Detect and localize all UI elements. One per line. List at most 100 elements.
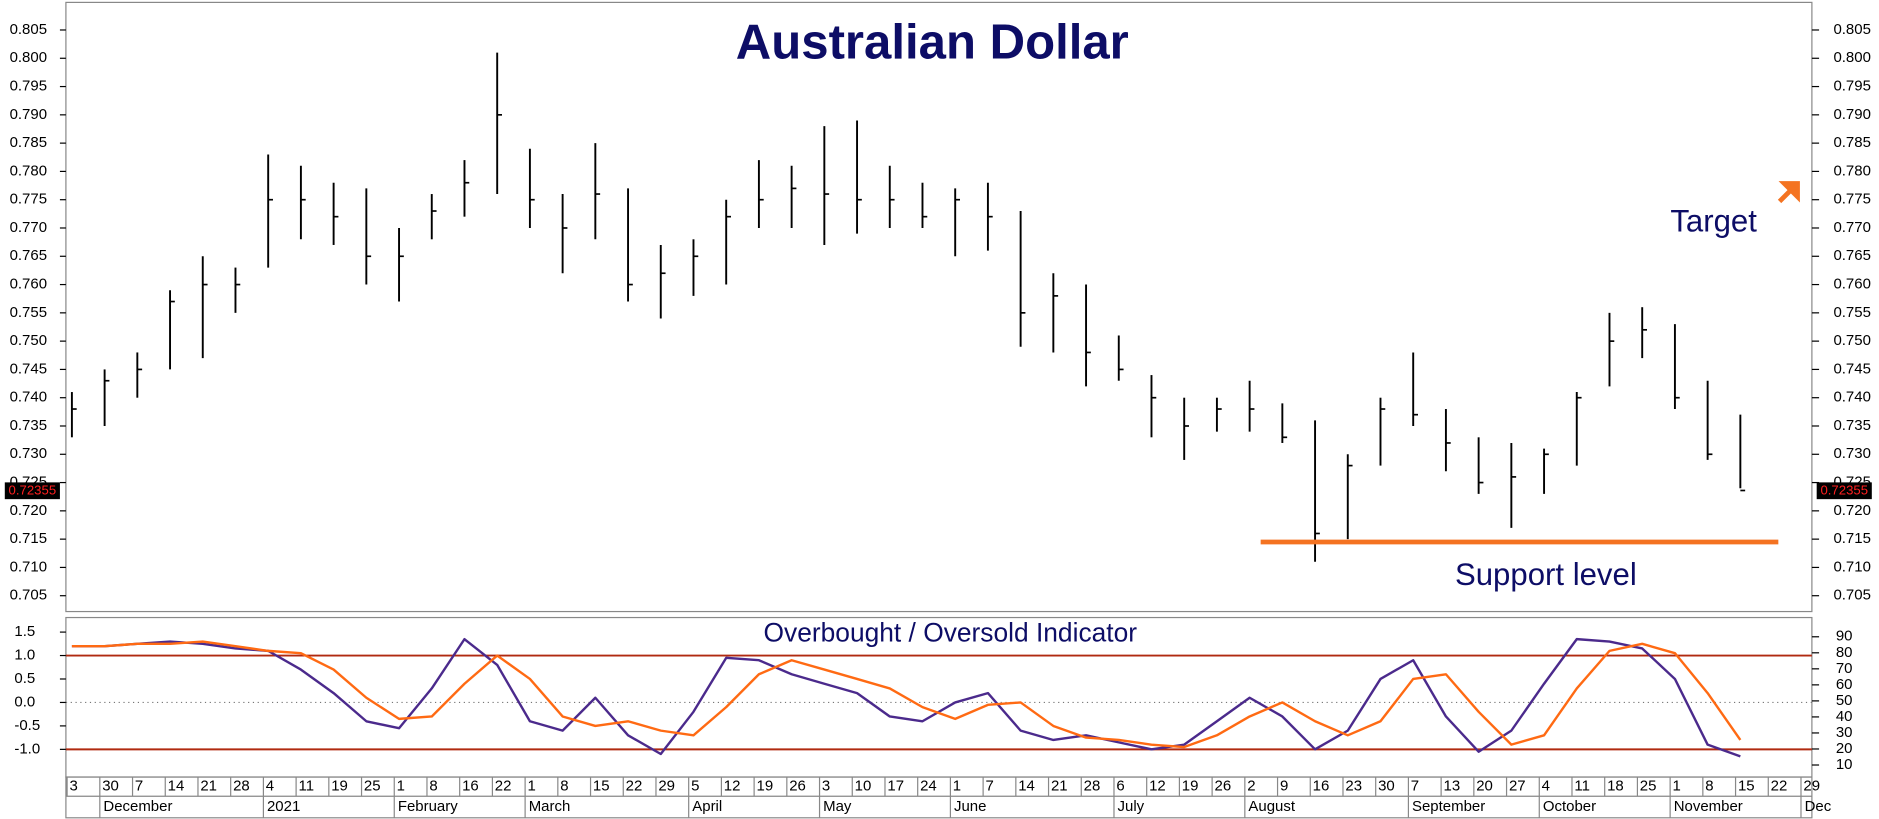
chart-title: Australian Dollar [736,16,1129,70]
y-tick-label: 0.740 [10,389,47,406]
y2-tick-label: 20 [1836,740,1853,757]
x-tick-label: 4 [1542,778,1550,795]
x-tick-label: 13 [1444,778,1461,795]
indicator-title: Overbought / Oversold Indicator [764,617,1138,647]
y-tick-label: 0.705 [10,587,47,604]
x-tick-label: 1 [397,778,405,795]
y2-tick-label: 50 [1836,692,1853,709]
x-tick-label: 22 [1771,778,1788,795]
x-tick-label: 1 [953,778,961,795]
indicator-line [71,637,1741,758]
x-tick-label: 7 [986,778,994,795]
x-tick-label: 29 [1803,778,1820,795]
x-tick-label: 11 [299,778,315,795]
y-tick-label: 0.795 [10,78,47,95]
x-tick-label: 6 [1116,778,1124,795]
y-tick-label: 0.710 [10,558,47,575]
indicator-line [71,640,1742,749]
x-tick-label: 12 [724,778,741,795]
y-tick-label: 0.5 [14,670,35,687]
x-tick-label: 9 [1280,778,1288,795]
y-tick-label-right: 0.780 [1833,162,1870,179]
month-label: October [1543,798,1596,815]
x-tick-label: 23 [1345,778,1362,795]
month-label: May [823,798,852,815]
x-tick-label: 17 [887,778,904,795]
x-tick-label: 14 [168,778,185,795]
month-label: Dec [1805,798,1832,815]
x-tick-label: 21 [1051,778,1068,795]
y2-tick-label: 10 [1836,756,1853,773]
x-tick-label: 1 [528,778,536,795]
y-tick-label: 0.765 [10,247,47,264]
y2-tick-label: 30 [1836,724,1853,741]
y2-tick-label: 80 [1836,644,1853,661]
x-tick-label: 2 [1247,778,1255,795]
y-tick-label-right: 0.740 [1833,389,1870,406]
target-label: Target [1670,203,1757,238]
x-tick-label: 28 [1084,778,1101,795]
x-tick-label: 22 [495,778,512,795]
x-tick-label: 19 [757,778,774,795]
x-tick-label: 3 [70,778,78,795]
last-price-box-right [1816,482,1872,500]
x-tick-label: 19 [1182,778,1199,795]
x-tick-label: 20 [1476,778,1493,795]
y-tick-label-right: 0.785 [1833,134,1870,151]
y-tick-label-right: 0.750 [1833,332,1870,349]
x-tick-label: 8 [560,778,568,795]
y-tick-label-right: 0.800 [1833,49,1870,66]
y-tick-label-right: 0.805 [1833,21,1870,38]
month-label: February [398,798,458,815]
y-tick-label-right: 0.715 [1833,530,1870,547]
y-tick-label-right: 0.775 [1833,191,1870,208]
support-label: Support level [1455,557,1637,592]
y2-tick-label: 40 [1836,708,1853,725]
y-tick-label: 0.790 [10,106,47,123]
date-axis-frame [65,776,1813,819]
y-tick-label: -1.0 [14,740,40,757]
y-tick-label-right: 0.795 [1833,78,1870,95]
y-tick-label-right: 0.765 [1833,247,1870,264]
month-label: June [954,798,986,815]
y-tick-label: 0.800 [10,49,47,66]
y2-tick-label: 60 [1836,676,1853,693]
x-tick-label: 11 [1574,778,1590,795]
x-tick-label: 22 [626,778,643,795]
x-tick-label: 3 [822,778,830,795]
x-tick-label: 27 [1509,778,1526,795]
y2-tick-label: 70 [1836,660,1853,677]
y-tick-label-right: 0.760 [1833,276,1870,293]
x-tick-label: 18 [1607,778,1624,795]
x-tick-label: 14 [1018,778,1035,795]
y-tick-label: 0.720 [10,502,47,519]
y-tick-label-right: 0.770 [1833,219,1870,236]
y-tick-label-right: 0.710 [1833,558,1870,575]
month-label: December [103,798,172,815]
y-tick-label: 0.805 [10,21,47,38]
month-label: March [529,798,571,815]
y-tick-label: 0.735 [10,417,47,434]
x-tick-label: 4 [266,778,274,795]
x-tick-label: 25 [364,778,381,795]
x-tick-label: 28 [233,778,250,795]
y-tick-label: 0.760 [10,276,47,293]
y-tick-label: 0.745 [10,360,47,377]
y-tick-label-right: 0.720 [1833,502,1870,519]
x-tick-label: 19 [331,778,348,795]
last-price-box-right-label: 0.72355 [1820,482,1868,497]
y-tick-label: 0.0 [14,693,35,710]
month-label: August [1248,798,1295,815]
x-tick-label: 30 [102,778,119,795]
x-tick-label: 15 [1738,778,1755,795]
x-tick-label: 15 [593,778,610,795]
x-tick-label: 16 [1313,778,1330,795]
x-tick-label: 10 [855,778,872,795]
y-tick-label: 0.755 [10,304,47,321]
y-tick-label: 0.775 [10,191,47,208]
target-arrow [1777,181,1800,204]
y-tick-label-right: 0.745 [1833,360,1870,377]
